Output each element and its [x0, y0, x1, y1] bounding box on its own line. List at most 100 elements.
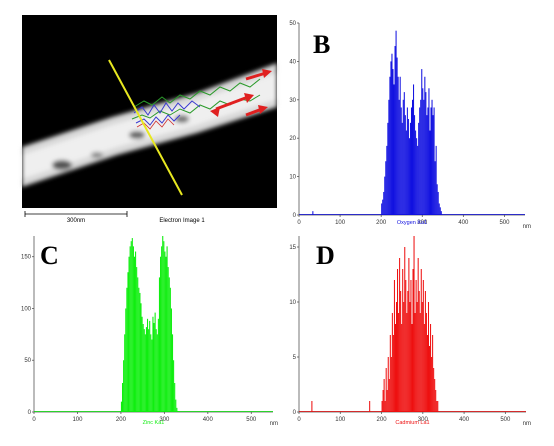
- bar: [156, 334, 158, 412]
- bar: [412, 269, 414, 412]
- bar: [132, 246, 134, 412]
- bar: [418, 291, 420, 412]
- bar: [421, 302, 423, 412]
- bar: [400, 291, 402, 412]
- bar: [137, 277, 139, 412]
- bar: [170, 308, 172, 412]
- panel-d-cadmium-chart: 0 5 10 15 0 100 200 300 400 500 Cadmium La1 nm D: [281, 228, 549, 444]
- bar: [399, 258, 401, 412]
- image-title: Electron Image 1: [159, 218, 205, 224]
- bar: [151, 339, 153, 412]
- bar: [436, 401, 438, 412]
- bar: [393, 84, 395, 215]
- x-tick-label: 300: [417, 220, 428, 226]
- bar: [143, 329, 145, 412]
- bar: [139, 292, 141, 412]
- bar: [126, 287, 128, 412]
- x-tick-label: 200: [376, 220, 387, 226]
- bar: [163, 241, 165, 412]
- bar: [392, 69, 394, 215]
- bar: [130, 241, 132, 412]
- bar: [155, 329, 157, 412]
- y-tick-label: 50: [289, 21, 296, 27]
- bar: [417, 258, 419, 412]
- bar: [424, 76, 426, 215]
- bar: [432, 115, 434, 215]
- bar: [436, 184, 438, 215]
- bar: [426, 335, 428, 412]
- micrograph-info-strip: [22, 208, 277, 225]
- bar: [144, 334, 146, 412]
- bar: [150, 334, 152, 412]
- y-tick-label: 100: [21, 306, 32, 312]
- x-tick-label: 400: [459, 417, 470, 423]
- bar: [435, 390, 437, 412]
- bar: [311, 401, 313, 412]
- bar: [369, 401, 371, 412]
- bar: [174, 383, 176, 412]
- y-tick-label: 30: [289, 98, 296, 104]
- bar: [165, 256, 167, 412]
- bar: [171, 334, 174, 412]
- bar: [405, 130, 407, 215]
- bar: [434, 379, 436, 412]
- bar: [406, 313, 408, 412]
- x-tick-label: 100: [335, 417, 346, 423]
- bar: [153, 322, 155, 412]
- bar: [403, 302, 405, 412]
- y-tick-label: 0: [293, 213, 297, 219]
- bar: [386, 390, 388, 412]
- panel-label: D: [316, 241, 335, 270]
- bar: [396, 57, 398, 216]
- bar: [400, 107, 402, 215]
- bar: [429, 346, 431, 412]
- bar: [407, 119, 409, 215]
- bar: [383, 379, 385, 412]
- bar: [393, 280, 395, 412]
- x-tick-label: 300: [418, 417, 429, 423]
- bar: [384, 401, 386, 412]
- y-tick-label: 150: [21, 255, 32, 261]
- bar: [127, 272, 129, 412]
- bar: [175, 399, 177, 412]
- bar: [161, 246, 163, 412]
- bar: [387, 122, 389, 215]
- bar: [395, 302, 398, 412]
- bars: [120, 236, 179, 412]
- bar: [388, 99, 390, 215]
- bar: [138, 287, 140, 412]
- bar: [420, 99, 422, 215]
- bar: [390, 357, 392, 412]
- bar: [422, 88, 424, 215]
- bar: [141, 316, 143, 412]
- bar: [429, 130, 431, 215]
- bar: [409, 302, 411, 412]
- bar: [437, 191, 439, 215]
- bar: [430, 324, 432, 412]
- bar: [168, 277, 170, 412]
- bar: [388, 379, 390, 412]
- bar: [398, 99, 400, 215]
- x-tick-label: 0: [297, 220, 301, 226]
- bar: [394, 46, 396, 215]
- bar: [414, 115, 416, 215]
- bar: [422, 280, 424, 412]
- panel-label: C: [40, 241, 59, 270]
- bar: [135, 251, 137, 412]
- bar: [394, 324, 396, 412]
- bar: [421, 69, 423, 215]
- bar: [402, 269, 404, 412]
- x-tick-label: 500: [499, 220, 510, 226]
- x-tick-label: 200: [116, 417, 127, 423]
- panel-c-zinc-chart: 0 50 100 150 0 100 200 300 400 500 Zinc Ka1 nm C: [8, 228, 281, 444]
- bar: [434, 161, 436, 215]
- bar: [173, 360, 175, 412]
- y-tick-label: 40: [289, 59, 296, 65]
- bar: [415, 280, 417, 412]
- bar: [415, 130, 417, 215]
- bar: [427, 302, 430, 412]
- bar: [410, 280, 412, 412]
- bar: [409, 122, 411, 215]
- bar: [312, 211, 314, 215]
- bar: [404, 115, 406, 215]
